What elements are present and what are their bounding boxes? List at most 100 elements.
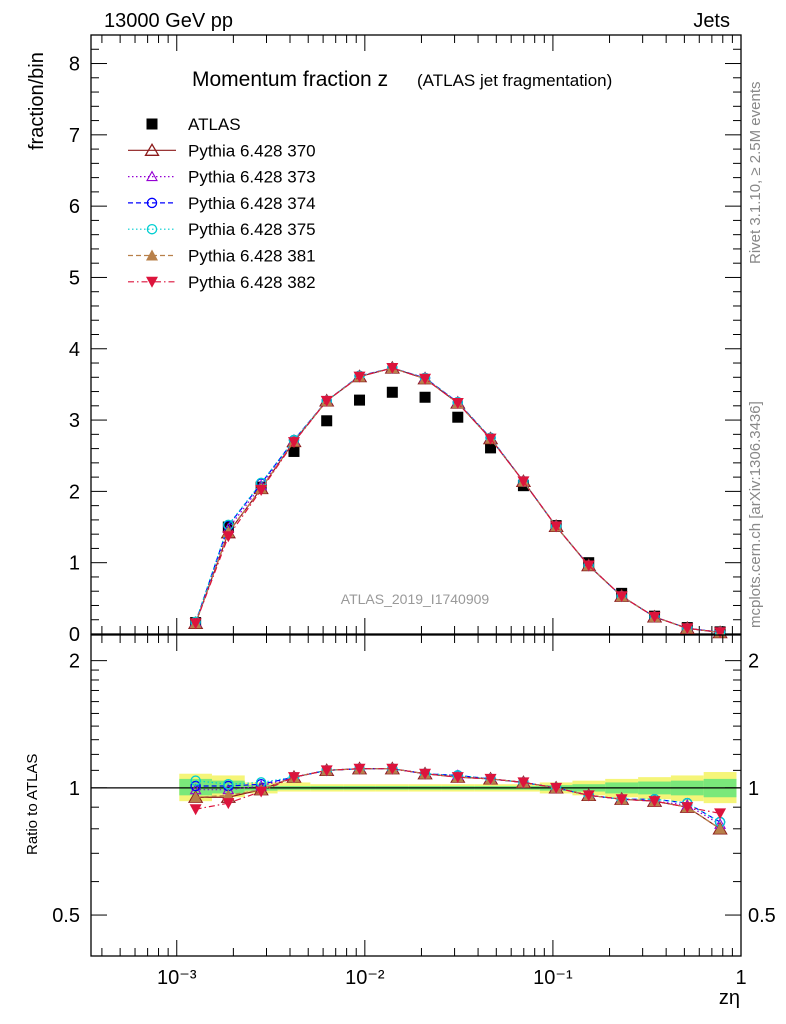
data-point — [255, 484, 268, 496]
ratio-y-axis-label: Ratio to ATLAS — [24, 754, 41, 855]
legend-label: Pythia 6.428 381 — [188, 247, 316, 266]
legend-entry: ATLAS — [146, 115, 241, 134]
legend-entry: Pythia 6.428 381 — [128, 247, 316, 266]
main-y-ticks: 0 1 2 3 4 5 6 7 8 — [69, 34, 741, 646]
legend-marker — [146, 170, 158, 182]
ratio-series-5 — [189, 763, 727, 820]
ratio-point — [353, 763, 366, 775]
ratio-panel: 0.5 0.5 1 1 2 2 10⁻³ 10⁻² 10⁻¹ 1 — [52, 634, 776, 989]
chart-title-main: Momentum fraction z — [192, 68, 388, 91]
category-label: Jets — [693, 10, 730, 32]
ratio-point — [615, 794, 628, 806]
ratio-point — [222, 789, 235, 801]
ratio-point — [714, 808, 727, 820]
main-y-tick-label: 6 — [69, 196, 80, 218]
main-panel: 0 1 2 3 4 5 6 7 8 — [69, 34, 742, 646]
ratio-y-tick-label-right: 2 — [748, 651, 759, 673]
ratio-frame — [90, 634, 742, 957]
ratio-series-line — [195, 768, 721, 823]
ratio-y-tick-label-right: 0.5 — [748, 905, 776, 927]
legend-label: ATLAS — [188, 115, 241, 134]
legend-label: Pythia 6.428 382 — [188, 273, 316, 292]
main-y-tick-label: 2 — [69, 481, 80, 503]
legend-label: Pythia 6.428 375 — [188, 220, 316, 239]
chart-title: Momentum fraction z (ATLAS jet fragmenta… — [192, 68, 612, 91]
ratio-point — [550, 782, 563, 794]
data-point — [485, 442, 497, 454]
data-point — [681, 623, 694, 635]
ratio-point — [320, 765, 333, 777]
ratio-point — [223, 778, 234, 790]
data-point — [189, 618, 202, 630]
ratio-point — [222, 798, 235, 810]
ratio-point — [484, 773, 497, 785]
ratio-y-ticks: 0.5 0.5 1 1 2 2 — [52, 651, 776, 927]
data-point — [386, 386, 398, 398]
x-tick-label: 10⁻³ — [157, 967, 197, 989]
legend-entry: Pythia 6.428 374 — [128, 194, 316, 213]
legend-entry: Pythia 6.428 382 — [128, 273, 316, 292]
data-point — [550, 521, 563, 533]
ratio-point — [189, 791, 202, 803]
legend-marker — [144, 143, 160, 156]
main-y-tick-label: 7 — [69, 125, 80, 147]
data-point — [451, 397, 464, 409]
x-tick-label: 1 — [735, 967, 746, 989]
ratio-point — [190, 775, 201, 786]
legend-entry: Pythia 6.428 375 — [128, 220, 316, 239]
legend-label: Pythia 6.428 370 — [188, 141, 316, 160]
ratio-y-tick-label-right: 1 — [748, 778, 759, 800]
data-point — [222, 531, 235, 543]
ratio-frame-x-ticks — [101, 635, 742, 956]
ratio-point — [255, 786, 268, 798]
chart-title-sub: (ATLAS jet fragmentation) — [417, 71, 612, 90]
main-y-tick-label: 3 — [69, 410, 80, 432]
ratio-point — [386, 763, 399, 775]
data-point — [320, 395, 333, 407]
legend-marker — [146, 197, 158, 209]
data-point — [452, 411, 464, 423]
mcplots-label: mcplots.cern.ch [arXiv:1306.3436] — [747, 401, 764, 628]
data-point — [386, 363, 399, 375]
legend-entry: Pythia 6.428 373 — [128, 168, 316, 187]
ratio-series-line — [195, 768, 721, 814]
ratio-point — [287, 772, 300, 784]
x-tick-label: 10⁻² — [345, 967, 385, 989]
data-point — [288, 445, 300, 457]
main-y-tick-label: 5 — [69, 267, 80, 289]
ratio-y-tick-label: 2 — [69, 651, 80, 673]
data-point — [582, 560, 595, 572]
ratio-point — [517, 777, 530, 789]
legend-label: Pythia 6.428 374 — [188, 194, 316, 213]
legend-marker — [146, 223, 158, 235]
legend-marker — [146, 249, 158, 261]
legend-label: Pythia 6.428 373 — [188, 168, 316, 187]
x-tick-labels: 10⁻³ 10⁻² 10⁻¹ 1 — [157, 967, 747, 989]
main-y-tick-label: 4 — [69, 339, 80, 361]
ratio-point — [189, 804, 202, 816]
data-point — [484, 433, 497, 445]
legend: ATLAS Pythia 6.428 370 Pythia 6.428 373 Pyt… — [128, 115, 316, 292]
ratio-point — [419, 768, 432, 780]
legend-entry: Pythia 6.428 370 — [128, 141, 316, 160]
main-y-tick-label: 1 — [69, 553, 80, 575]
analysis-watermark: ATLAS_2019_I1740909 — [341, 591, 490, 607]
data-point — [287, 437, 300, 449]
data-point — [648, 611, 661, 623]
main-y-tick-label: 8 — [69, 54, 80, 76]
series-6 — [189, 363, 727, 639]
data-point — [714, 627, 727, 639]
ratio-point — [582, 790, 595, 802]
process-label: 13000 GeV pp — [104, 10, 233, 32]
legend-marker — [146, 276, 158, 288]
rivet-version-label: Rivet 3.1.10, ≥ 2.5M events — [747, 82, 764, 265]
ratio-point — [681, 802, 694, 814]
data-point — [354, 394, 366, 406]
data-point — [321, 415, 333, 427]
ratio-point — [451, 772, 464, 784]
ratio-point — [190, 780, 201, 792]
legend-marker — [146, 118, 158, 130]
data-point — [517, 476, 530, 488]
ratio-y-tick-label: 1 — [69, 778, 80, 800]
